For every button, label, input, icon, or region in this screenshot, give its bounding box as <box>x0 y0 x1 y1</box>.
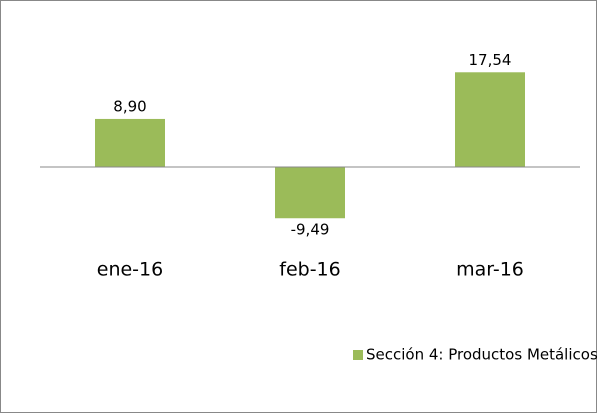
value-label: 8,90 <box>113 97 146 115</box>
bar <box>275 167 345 219</box>
x-tick-label: mar-16 <box>456 259 524 281</box>
legend-swatch <box>353 350 363 360</box>
value-label: 17,54 <box>469 51 512 69</box>
legend-label: Sección 4: Productos Metálicos, Maquinar… <box>366 346 597 364</box>
x-tick-label: ene-16 <box>97 259 163 281</box>
bar <box>95 118 165 167</box>
value-label: -9,49 <box>291 221 330 239</box>
bar <box>455 72 525 167</box>
x-tick-label: feb-16 <box>279 259 340 281</box>
